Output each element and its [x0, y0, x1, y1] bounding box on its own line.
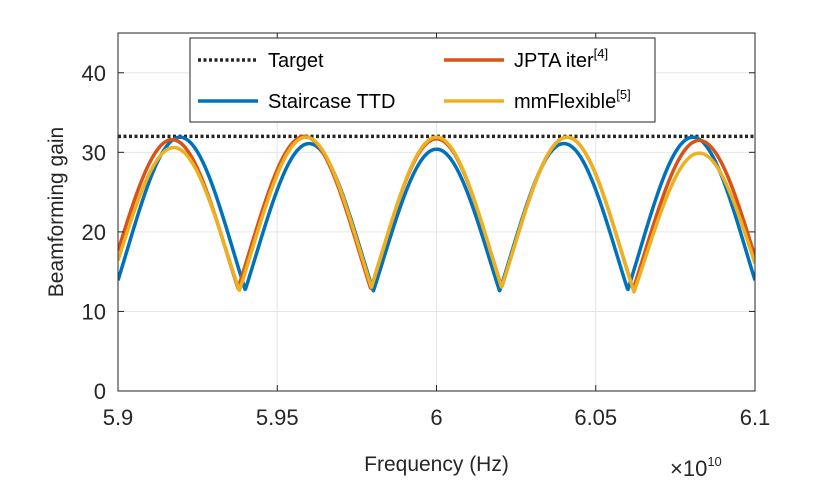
- y-tick-label: 30: [82, 140, 106, 165]
- y-tick-label: 0: [94, 379, 106, 404]
- y-tick-label: 20: [82, 220, 106, 245]
- x-tick-label: 5.9: [103, 405, 134, 430]
- legend-label-superscript: [4]: [594, 46, 608, 61]
- x-tick-label: 6.1: [740, 405, 771, 430]
- legend-label-jpta-iter: JPTA iter[4]: [514, 46, 608, 72]
- y-tick-label: 10: [82, 299, 106, 324]
- y-tick-label: 40: [82, 61, 106, 86]
- x-axis-label: Frequency (Hz): [364, 453, 509, 476]
- series-lines: [118, 134, 755, 294]
- series-line-staircase-ttd: [118, 135, 755, 293]
- series-line-mmflexible: [118, 135, 755, 294]
- legend-box: [189, 37, 656, 123]
- legend-label-target: Target: [268, 50, 324, 72]
- x-exponent-base: ×10: [670, 456, 707, 481]
- legend-label-mmflexible: mmFlexible[5]: [514, 87, 631, 113]
- axis-ticks: 5.9 5.95 6 6.05 6.1 0 10 20 30 40: [82, 33, 771, 430]
- x-tick-label: 6: [430, 405, 442, 430]
- legend-entries: Target JPTA iter[4] Staircase TTD mmFlexibl…: [198, 46, 631, 113]
- legend-label-text: Staircase TTD: [268, 91, 395, 113]
- legend-label-text: JPTA iter: [514, 50, 594, 72]
- legend-label-superscript: [5]: [616, 87, 630, 102]
- legend-label-text: Target: [268, 50, 324, 72]
- x-tick-label: 6.05: [574, 405, 617, 430]
- x-exponent-power: 10: [707, 454, 721, 469]
- x-tick-label: 5.95: [256, 405, 299, 430]
- y-axis-label: Beamforming gain: [45, 127, 68, 297]
- legend: Target JPTA iter[4] Staircase TTD mmFlexibl…: [189, 37, 656, 123]
- legend-label-text: mmFlexible: [514, 91, 616, 113]
- legend-label-staircase-ttd: Staircase TTD: [268, 91, 395, 113]
- x-axis-exponent: ×1010: [670, 454, 722, 481]
